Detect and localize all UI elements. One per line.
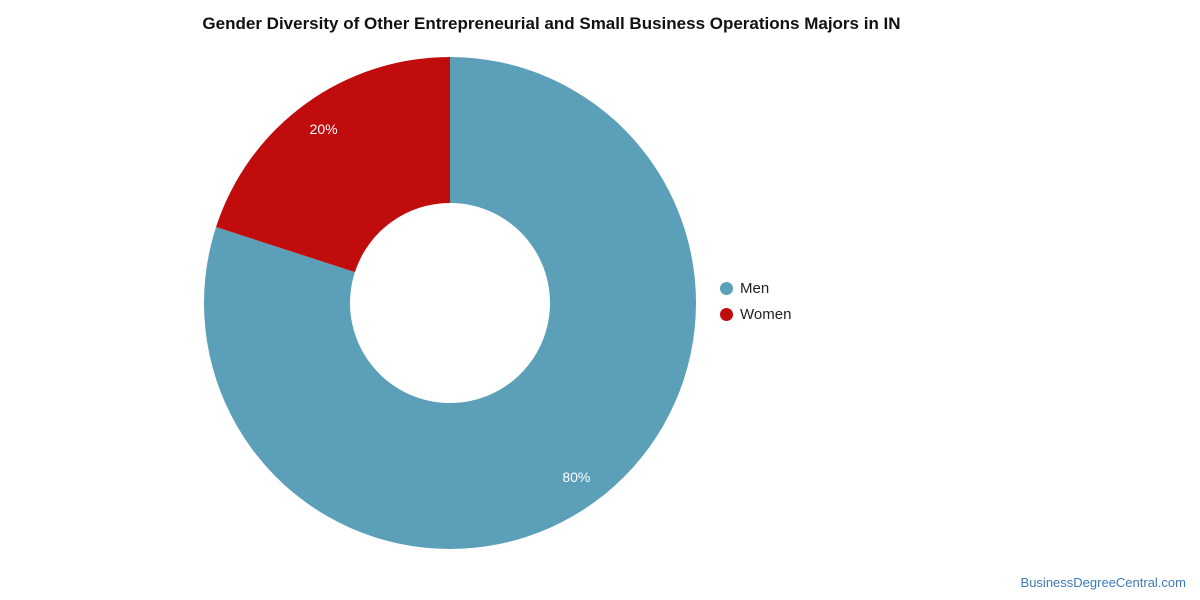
pie-slice-men bbox=[204, 57, 696, 549]
legend-label: Men bbox=[740, 279, 770, 297]
legend-swatch-icon bbox=[720, 307, 733, 321]
watermark-link[interactable]: BusinessDegreeCentral.com bbox=[1020, 575, 1186, 590]
pie-slice-women bbox=[216, 57, 450, 273]
legend-item-women: Women bbox=[720, 304, 791, 324]
slice-label-women: 20% bbox=[310, 121, 338, 137]
chart-title: Gender Diversity of Other Entrepreneuria… bbox=[202, 14, 901, 33]
legend-swatch-icon bbox=[720, 281, 733, 295]
legend-item-men: Men bbox=[720, 278, 791, 298]
legend: Men Women bbox=[720, 278, 791, 324]
legend-label: Women bbox=[740, 305, 792, 323]
slice-label-men: 80% bbox=[562, 469, 590, 485]
